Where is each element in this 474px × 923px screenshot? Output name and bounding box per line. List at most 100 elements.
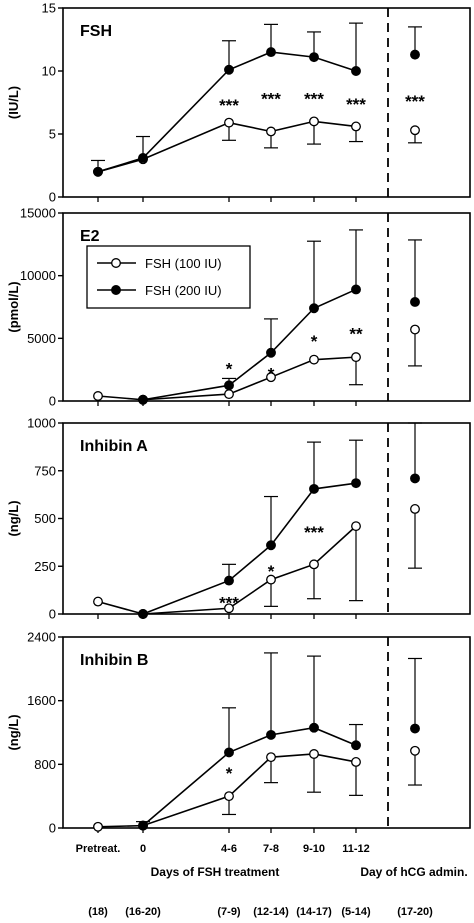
x-axis-title: Days of FSH treatment (151, 865, 280, 879)
data-point (93, 596, 103, 607)
y-tick-label: 250 (34, 559, 56, 574)
hcg-axis-title: Day of hCG admin. (360, 865, 467, 879)
y-tick-label: 1000 (27, 416, 56, 431)
data-point (266, 574, 276, 585)
data-point (309, 52, 319, 63)
data-point (266, 372, 276, 383)
data-point (309, 354, 319, 365)
data-point (266, 347, 276, 358)
data-point (410, 504, 420, 514)
sample-size-label: (17-20) (397, 906, 433, 918)
sample-size-label: (18) (88, 906, 108, 918)
data-point (266, 752, 276, 763)
data-point (351, 121, 361, 132)
series-line (97, 525, 357, 615)
x-tick-label: 11-12 (342, 843, 370, 855)
data-point (309, 749, 319, 759)
y-tick-label: 0 (49, 394, 56, 409)
x-tick-label: 9-10 (303, 843, 325, 855)
significance-mark: * (226, 359, 233, 378)
y-tick-label: 750 (34, 463, 56, 478)
series-fsh-200 (138, 229, 422, 405)
significance-mark: *** (219, 96, 239, 115)
legend-marker (111, 258, 121, 268)
y-tick-label: 500 (34, 511, 56, 526)
plot-frame (62, 636, 471, 829)
y-tick-label: 5000 (27, 331, 56, 346)
data-point (309, 116, 319, 127)
significance-mark: *** (219, 594, 239, 613)
y-axis-title: (IU/L) (6, 86, 21, 119)
data-point (410, 324, 420, 335)
data-point (224, 389, 234, 400)
data-point (138, 820, 148, 831)
y-tick-label: 0 (49, 607, 56, 622)
plot-frame (62, 212, 471, 402)
series-line (97, 753, 357, 828)
data-point (138, 394, 148, 405)
data-point (224, 747, 234, 758)
panel-title: Inhibin A (80, 438, 148, 455)
sample-size-label: (14-17) (296, 906, 332, 918)
series-fsh-100 (93, 745, 422, 832)
data-point (410, 297, 420, 307)
data-point (351, 478, 361, 489)
y-axis-title: (pmol/L) (6, 281, 21, 332)
x-tick-label: 0 (140, 843, 146, 855)
series-line (97, 51, 357, 173)
legend-marker (111, 285, 121, 295)
y-tick-label: 0 (49, 190, 56, 205)
data-point (224, 575, 234, 586)
data-point (266, 540, 276, 551)
significance-mark: ** (349, 324, 363, 343)
series-fsh-200 (136, 652, 422, 831)
data-point (224, 791, 234, 802)
data-point (309, 722, 319, 733)
y-axis-title: (ng/L) (6, 500, 21, 536)
significance-mark: *** (346, 95, 366, 114)
series-fsh-200 (138, 422, 422, 619)
x-axis-labels: Days of FSH treatment Day of hCG admin. … (76, 843, 468, 879)
data-point (410, 723, 420, 734)
data-point (138, 609, 148, 619)
data-point (410, 125, 420, 136)
sample-size-label: (12-14) (253, 906, 289, 918)
x-tick-label: 7-8 (263, 843, 279, 855)
data-point (351, 521, 361, 532)
y-tick-label: 1600 (27, 693, 56, 708)
significance-mark: * (226, 764, 233, 783)
y-tick-label: 800 (34, 757, 56, 772)
significance-mark: *** (405, 92, 425, 111)
data-point (309, 303, 319, 314)
panel-4: 0 800 1600 2400 (ng/L) Inhibin B * (6, 630, 471, 836)
panel-title: E2 (80, 228, 100, 245)
data-point (410, 49, 420, 60)
y-tick-label: 10000 (20, 268, 56, 283)
legend-box (86, 245, 251, 309)
data-point (410, 745, 420, 756)
data-point (224, 603, 234, 614)
plot-frame (62, 7, 471, 198)
data-point (93, 821, 103, 832)
data-point (224, 380, 234, 391)
data-point (266, 47, 276, 58)
data-point (351, 756, 361, 767)
data-point (351, 284, 361, 295)
y-tick-label: 15 (42, 1, 56, 16)
significance-mark: * (268, 562, 275, 581)
y-tick-label: 0 (49, 821, 56, 836)
series-line (97, 120, 357, 173)
y-tick-label: 5 (49, 127, 56, 142)
legend-label: FSH (100 IU) (145, 256, 222, 271)
sample-size-label: (16-20) (125, 906, 161, 918)
data-point (351, 740, 361, 751)
series-line (97, 356, 357, 401)
significance-mark: * (311, 332, 318, 351)
data-point (351, 352, 361, 363)
significance-mark: *** (304, 523, 324, 542)
y-tick-label: 10 (42, 64, 56, 79)
x-tick-label: Pretreat. (76, 843, 121, 855)
data-point (266, 729, 276, 740)
